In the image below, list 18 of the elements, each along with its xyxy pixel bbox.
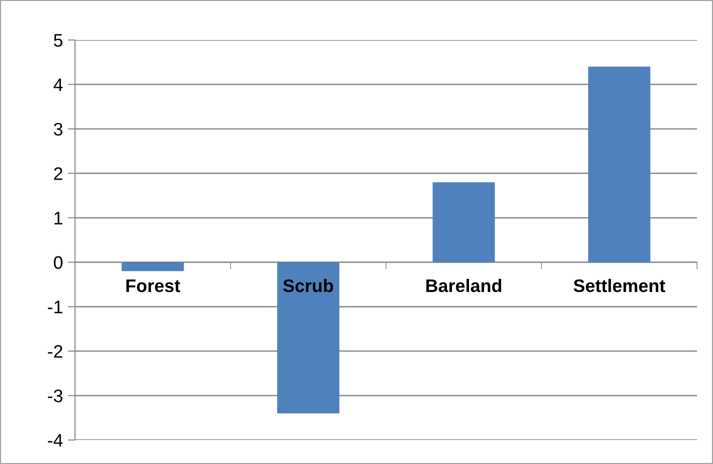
y-tick-label: -2 — [48, 345, 62, 358]
y-tick-label: 0 — [54, 256, 62, 269]
y-tick-label: 4 — [54, 78, 63, 91]
y-tick-label: 1 — [54, 212, 62, 224]
bar — [122, 262, 184, 272]
bar — [432, 182, 495, 262]
y-tick-label: 2 — [54, 167, 62, 180]
y-tick-label: -4 — [48, 434, 63, 447]
x-tick-label: Settlement — [574, 278, 666, 292]
bar — [588, 66, 650, 262]
x-tick-label: Scrub — [283, 278, 334, 292]
y-tick-label: -1 — [48, 300, 62, 314]
x-tick-label: Bareland — [426, 278, 502, 292]
y-tick-label: -3 — [48, 389, 62, 402]
y-tick-label: 5 — [54, 34, 62, 47]
x-tick-label: Forest — [126, 280, 180, 292]
bar — [277, 262, 340, 414]
y-tick-label: 3 — [54, 122, 62, 136]
